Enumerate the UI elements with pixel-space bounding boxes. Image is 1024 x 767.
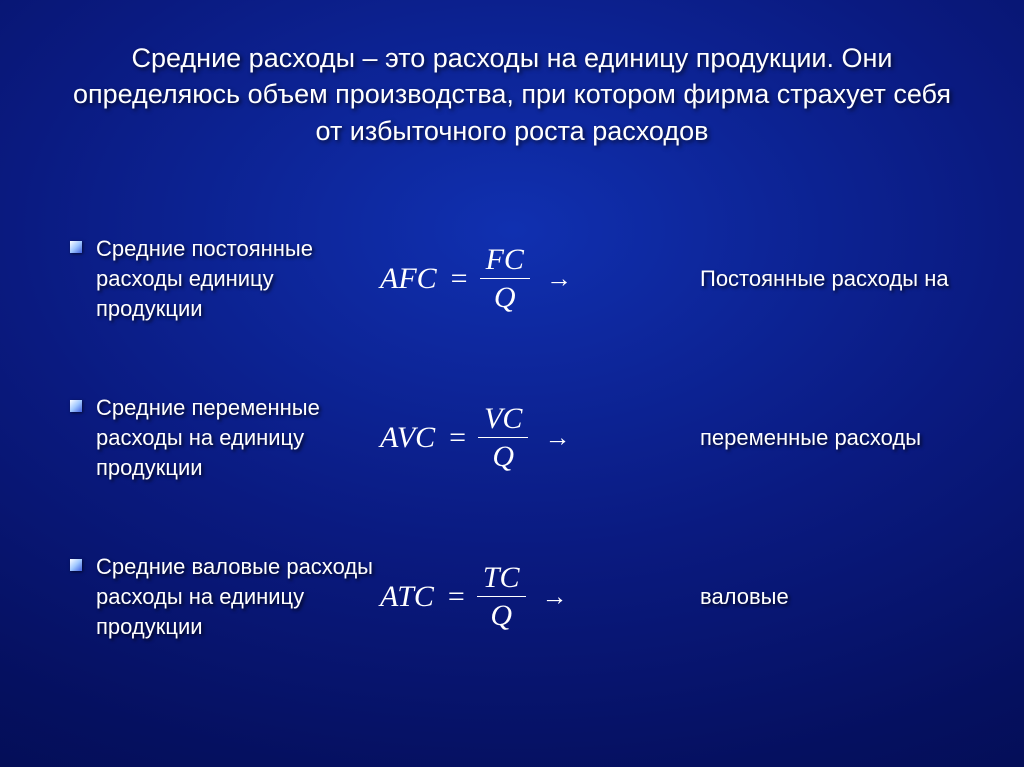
numerator: VC (478, 402, 528, 435)
row-formula: ATC = TC Q → (380, 561, 680, 632)
formula-row: Средние постоянные расходы единицу проду… (70, 234, 954, 323)
formula-lhs: AVC (380, 421, 435, 455)
formula-lhs: AFC (380, 262, 437, 296)
fraction-line (477, 596, 526, 597)
fraction-line (478, 437, 528, 438)
formula-afc: AFC = FC Q → (380, 243, 572, 314)
denominator: Q (484, 599, 518, 632)
formula-avc: AVC = VC Q → (380, 402, 570, 473)
formula-atc: ATC = TC Q → (380, 561, 568, 632)
arrow-icon: → (544, 423, 570, 453)
equals-sign: = (448, 580, 465, 614)
arrow-icon: → (546, 264, 572, 294)
fraction: FC Q (480, 243, 530, 314)
row-right-label: Постоянные расходы на (680, 264, 954, 294)
equals-sign: = (449, 421, 466, 455)
bullet-icon (70, 400, 82, 412)
row-label: Средние валовые расходы расходы на едини… (96, 552, 380, 641)
row-left: Средние постоянные расходы единицу проду… (70, 234, 380, 323)
slide: Средние расходы – это расходы на единицу… (0, 0, 1024, 767)
row-right-label: переменные расходы (680, 423, 954, 453)
numerator: TC (477, 561, 526, 594)
row-left: Средние валовые расходы расходы на едини… (70, 552, 380, 641)
fraction: TC Q (477, 561, 526, 632)
bullet-icon (70, 241, 82, 253)
fraction: VC Q (478, 402, 528, 473)
fraction-line (480, 278, 530, 279)
row-formula: AFC = FC Q → (380, 243, 680, 314)
arrow-icon: → (542, 582, 568, 612)
formula-row: Средние валовые расходы расходы на едини… (70, 552, 954, 641)
formula-lhs: ATC (380, 580, 434, 614)
row-label: Средние постоянные расходы единицу проду… (96, 234, 380, 323)
row-label: Средние переменные расходы на единицу пр… (96, 393, 380, 482)
row-right-label: валовые (680, 582, 954, 612)
denominator: Q (486, 440, 520, 473)
equals-sign: = (451, 262, 468, 296)
row-formula: AVC = VC Q → (380, 402, 680, 473)
denominator: Q (488, 281, 522, 314)
slide-title: Средние расходы – это расходы на единицу… (70, 40, 954, 149)
numerator: FC (480, 243, 530, 276)
row-left: Средние переменные расходы на единицу пр… (70, 393, 380, 482)
formula-row: Средние переменные расходы на единицу пр… (70, 393, 954, 482)
bullet-icon (70, 559, 82, 571)
